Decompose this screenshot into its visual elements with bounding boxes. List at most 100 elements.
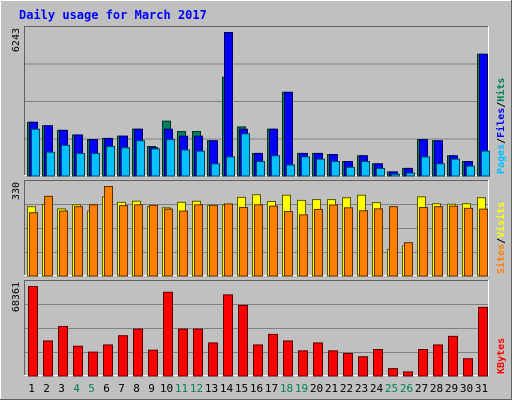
- bar-files-day-18: [284, 91, 293, 177]
- x-tick-label: 14: [220, 382, 234, 395]
- bar-kbytes-day-11: [178, 328, 188, 377]
- legend-separator: /: [496, 102, 507, 108]
- bar-sites-day-14: [224, 203, 233, 277]
- bar-pages-day-5: [91, 152, 100, 177]
- bar-sites-day-18: [284, 211, 293, 277]
- bar-sites-day-29: [449, 205, 458, 277]
- x-tick-label: 12: [190, 382, 203, 395]
- chart-panels: 6243 Pages/Files/Hits 330 Sites/Visits 68361…: [11, 26, 507, 377]
- bar-kbytes-day-17: [268, 333, 278, 377]
- bar-kbytes-day-27: [418, 349, 428, 377]
- x-tick-label: 23: [355, 382, 368, 395]
- bar-kbytes-day-10: [163, 291, 173, 377]
- bar-kbytes-day-26: [403, 371, 413, 377]
- bar-sites-day-10: [164, 208, 173, 277]
- x-tick-label: 29: [445, 382, 458, 395]
- bar-kbytes-day-18: [283, 340, 293, 377]
- panel-middle: 330 Sites/Visits: [11, 180, 507, 277]
- bar-sites-day-30: [464, 207, 473, 277]
- panel-bottom: 68361 KBytes: [11, 280, 507, 377]
- panel-max-label: 68361: [11, 282, 22, 312]
- bar-pages-day-19: [301, 156, 310, 177]
- bar-pages-day-28: [436, 163, 445, 177]
- x-tick-label: 15: [235, 382, 248, 395]
- x-tick-label: 25: [385, 382, 398, 395]
- bar-sites-day-24: [374, 208, 383, 277]
- bar-sites-day-17: [269, 205, 278, 277]
- bar-kbytes-day-30: [463, 358, 473, 377]
- bar-kbytes-day-20: [313, 342, 323, 377]
- legend-kbytes: KBytes: [496, 338, 507, 374]
- panel-max-label: 330: [11, 182, 22, 200]
- bar-sites-day-21: [329, 204, 338, 277]
- x-tick-label: 3: [58, 382, 65, 395]
- bar-pages-day-17: [271, 155, 280, 177]
- bar-kbytes-day-31: [478, 306, 488, 377]
- bar-sites-day-16: [254, 204, 263, 277]
- legend-sites: Sites: [495, 244, 507, 274]
- bar-kbytes-day-12: [193, 328, 203, 377]
- x-tick-label: 4: [73, 382, 80, 395]
- bar-kbytes-day-28: [433, 344, 443, 377]
- bar-kbytes-day-6: [103, 344, 113, 377]
- bar-pages-day-26: [406, 172, 415, 177]
- x-tick-label: 6: [103, 382, 110, 395]
- bar-pages-day-23: [361, 161, 370, 177]
- bar-kbytes-day-23: [358, 356, 368, 377]
- x-tick-label: 8: [133, 382, 140, 395]
- bar-kbytes-day-1: [28, 286, 38, 377]
- chart-title: Daily usage for March 2017: [19, 8, 207, 22]
- bar-sites-day-22: [344, 207, 353, 277]
- bar-sites-day-11: [179, 210, 188, 277]
- bar-sites-day-26: [404, 242, 413, 277]
- bar-sites-day-9: [149, 204, 158, 277]
- bar-kbytes-day-8: [133, 328, 143, 377]
- bar-kbytes-day-19: [298, 350, 308, 377]
- legend-separator: /: [496, 138, 507, 144]
- bar-pages-day-1: [31, 128, 40, 177]
- bar-sites-day-5: [89, 204, 98, 277]
- x-tick-label: 13: [205, 382, 218, 395]
- bar-sites-day-7: [119, 205, 128, 277]
- bar-sites-day-19: [299, 214, 308, 277]
- panel-legend: Sites/Visits: [495, 202, 507, 274]
- panel-legend: Pages/Files/Hits: [495, 78, 507, 174]
- bar-pages-day-27: [421, 156, 430, 177]
- x-tick-label: 21: [325, 382, 338, 395]
- x-tick-label: 16: [250, 382, 263, 395]
- bar-sites-day-13: [209, 204, 218, 277]
- x-tick-label: 11: [175, 382, 188, 395]
- x-tick-label: 31: [475, 382, 488, 395]
- bar-kbytes-day-24: [373, 349, 383, 377]
- bar-sites-day-15: [239, 207, 248, 277]
- bar-pages-day-16: [256, 161, 265, 177]
- bar-pages-day-3: [61, 144, 70, 177]
- x-tick-label: 24: [370, 382, 384, 395]
- bar-sites-day-31: [479, 208, 488, 277]
- bar-sites-day-12: [194, 204, 203, 277]
- bar-kbytes-day-16: [253, 344, 263, 377]
- x-tick-label: 28: [430, 382, 443, 395]
- bar-pages-day-10: [166, 139, 175, 177]
- bar-kbytes-day-7: [118, 335, 128, 377]
- panel-max-label: 6243: [11, 28, 22, 52]
- bar-pages-day-22: [346, 166, 355, 177]
- legend-files: Files: [495, 108, 507, 138]
- bar-pages-day-24: [376, 167, 385, 177]
- panel-legend: KBytes: [496, 338, 507, 374]
- panel-top: 6243 Pages/Files/Hits: [11, 26, 507, 177]
- bar-pages-day-20: [316, 158, 325, 177]
- bar-kbytes-day-5: [88, 351, 98, 377]
- bar-sites-day-25: [389, 206, 398, 277]
- bar-kbytes-day-25: [388, 368, 398, 377]
- bar-pages-day-31: [481, 150, 490, 177]
- x-tick-label: 26: [400, 382, 413, 395]
- bar-sites-day-2: [44, 195, 53, 277]
- x-tick-label: 10: [160, 382, 173, 395]
- bar-pages-day-15: [241, 133, 250, 177]
- bar-pages-day-11: [181, 149, 190, 177]
- bar-pages-day-4: [76, 152, 85, 177]
- bar-files-day-14: [224, 32, 233, 177]
- bar-pages-day-21: [331, 161, 340, 177]
- bar-sites-day-3: [59, 210, 68, 277]
